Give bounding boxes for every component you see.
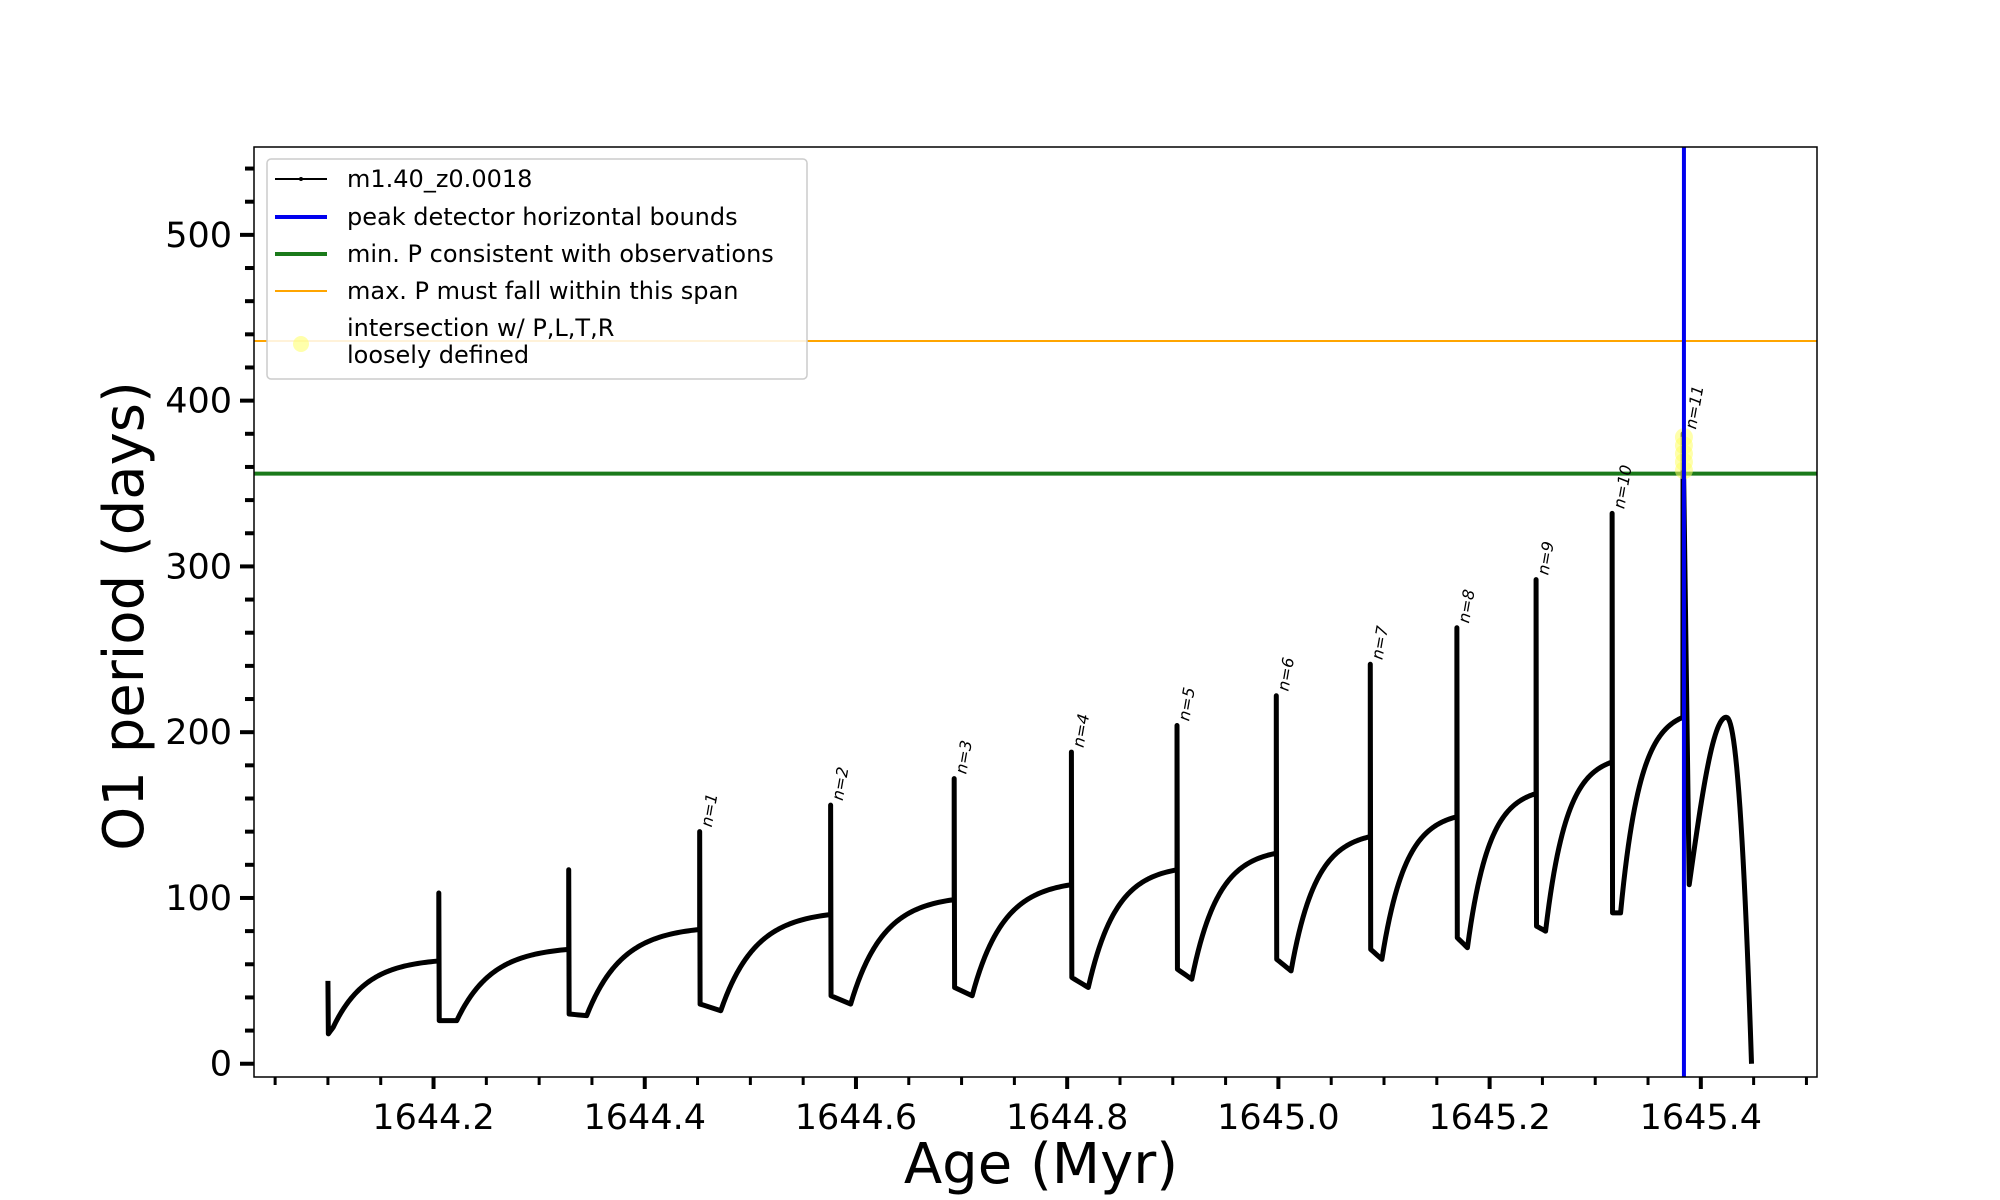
annotation-n=8: n=8 — [1454, 588, 1479, 625]
x-tick-label-1645.0: 1645.0 — [1217, 1098, 1339, 1138]
y-tick-label-0: 0 — [210, 1045, 232, 1085]
y-tick-label-500: 500 — [165, 216, 232, 256]
x-tick-label-1644.6: 1644.6 — [795, 1098, 917, 1138]
annotation-n=1: n=1 — [697, 792, 722, 829]
x-tick-label-1644.4: 1644.4 — [584, 1098, 706, 1138]
plot-area-data: n=1n=2n=3n=4n=5n=6n=7n=8n=9n=10n=11 — [254, 147, 1817, 1077]
legend-label-5: intersection w/ P,L,T,R loosely defined — [347, 314, 614, 369]
annotation-n=10: n=10 — [1609, 464, 1635, 511]
annotation-n=3: n=3 — [951, 739, 976, 776]
legend-label-4: max. P must fall within this span — [347, 277, 738, 305]
legend-label-1: m1.40_z0.0018 — [347, 165, 532, 193]
x-tick-label-1644.8: 1644.8 — [1006, 1098, 1128, 1138]
x-tick-label-1644.2: 1644.2 — [372, 1098, 494, 1138]
y-tick-label-100: 100 — [165, 879, 232, 919]
annotation-n=6: n=6 — [1274, 656, 1299, 693]
legend-box — [266, 158, 808, 380]
x-tick-label-1645.2: 1645.2 — [1428, 1098, 1550, 1138]
plot-frame — [253, 146, 1818, 1078]
legend-handle-intersection — [293, 336, 309, 352]
y-tick-label-200: 200 — [165, 713, 232, 753]
y-tick-label-300: 300 — [165, 547, 232, 587]
annotation-n=5: n=5 — [1174, 686, 1199, 723]
x-tick-label-1645.4: 1645.4 — [1640, 1098, 1762, 1138]
annotation-n=2: n=2 — [828, 765, 853, 802]
annotation-n=4: n=4 — [1069, 712, 1094, 749]
annotation-n=9: n=9 — [1533, 540, 1558, 577]
legend-label-3: min. P consistent with observations — [347, 240, 774, 268]
legend-marker-main — [299, 177, 303, 181]
annotation-n=7: n=7 — [1368, 624, 1393, 661]
legend-label-2: peak detector horizontal bounds — [347, 203, 738, 231]
y-axis-title: O1 period (days) — [92, 381, 157, 851]
series-main-curve — [325, 431, 1755, 1064]
x-axis-title: Age (Myr) — [904, 1132, 1178, 1197]
axes: 1644.2 1644.4 1644.6 1644.8 1645.0 1645.2 1645… — [165, 146, 1818, 1138]
y-tick-label-400: 400 — [165, 382, 232, 422]
